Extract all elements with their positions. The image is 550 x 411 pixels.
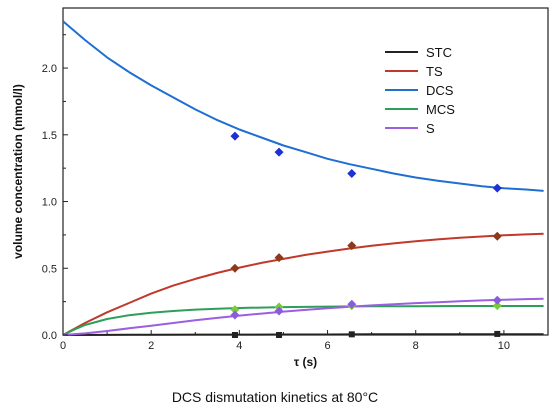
x-tick-label: 2 [148,340,154,352]
data-point-stc [494,330,501,337]
x-tick-label: 8 [413,340,419,352]
plot-border [62,7,549,336]
x-axis: 0 2 4 6 8 10 [60,330,510,352]
x-tick-label: 10 [498,340,510,352]
y-tick-label: 0.5 [42,263,57,275]
series-markers [230,131,502,338]
data-point-s [492,295,502,305]
series-curve-stc [62,333,544,336]
chart-caption: DCS dismutation kinetics at 80°C [172,389,378,405]
data-point-mcs [492,301,502,311]
y-axis: 0.0 0.5 1.0 1.5 2.0 [42,34,68,342]
y-tick-label: 1.0 [42,197,57,209]
series-curve-dcs [62,20,544,192]
data-point-ts [347,241,357,251]
data-point-s [347,299,357,309]
x-axis-label: τ (s) [294,355,317,369]
data-point-dcs [274,147,284,157]
data-point-ts [274,253,284,263]
plot-frame [62,7,549,336]
legend-label-stc: STC [426,45,452,60]
y-tick-label: 2.0 [42,63,57,75]
y-tick-label: 0.0 [42,330,57,342]
data-point-dcs [347,169,357,179]
legend-label-mcs: MCS [426,102,455,117]
series-curve-s [62,297,544,336]
legend-label-dcs: DCS [426,83,454,98]
data-point-dcs [230,131,240,141]
x-tick-label: 0 [60,340,66,352]
data-point-stc [276,332,283,338]
data-point-ts [230,263,240,273]
x-tick-label: 4 [236,340,242,352]
y-axis-label: volume concentration (mmol/l) [11,84,25,259]
legend-label-ts: TS [426,64,443,79]
series-curves [62,20,544,336]
legend: STC TS DCS MCS S [385,45,455,136]
series-curve-ts [62,232,544,336]
data-point-stc [231,332,238,338]
legend-label-s: S [426,121,435,136]
series-curve-mcs [62,305,544,336]
data-point-s [230,310,240,320]
data-point-mcs [230,305,240,315]
data-point-s [274,306,284,316]
data-point-dcs [492,183,502,193]
data-point-stc [348,331,355,338]
y-tick-label: 1.5 [42,130,57,142]
x-tick-label: 6 [324,340,330,352]
data-point-ts [492,231,502,241]
